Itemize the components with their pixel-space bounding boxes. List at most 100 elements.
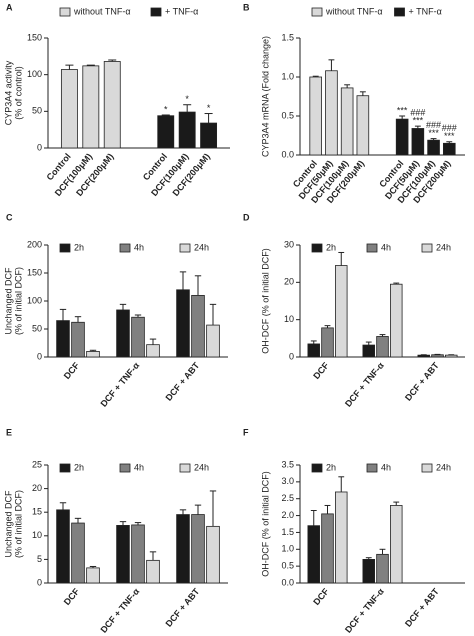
significance-label: *** bbox=[413, 116, 424, 126]
y-tick-label: 200 bbox=[27, 239, 42, 249]
legend-label: 4h bbox=[134, 242, 144, 252]
bar bbox=[321, 513, 334, 584]
y-tick-label: 2.5 bbox=[281, 493, 294, 503]
y-tick-label: 0 bbox=[37, 142, 42, 152]
x-tick-label: DCF + TNF-α bbox=[343, 360, 386, 409]
legend-swatch bbox=[311, 243, 323, 253]
legend-label: 24h bbox=[436, 242, 451, 252]
y-tick-label: 15 bbox=[32, 507, 42, 517]
bar bbox=[390, 283, 403, 358]
legend-label: 2h bbox=[326, 242, 336, 252]
bar bbox=[176, 289, 190, 358]
bar bbox=[321, 327, 334, 358]
bar bbox=[56, 320, 70, 358]
significance-label: ### bbox=[410, 108, 425, 118]
y-axis-label: (% of initial DCF) bbox=[13, 490, 23, 558]
legend-swatch bbox=[311, 463, 323, 473]
bar bbox=[431, 354, 444, 358]
bar bbox=[309, 76, 323, 156]
significance-label: *** bbox=[428, 128, 439, 138]
significance-label: ### bbox=[426, 120, 441, 130]
bar bbox=[395, 118, 409, 156]
legend-label: 4h bbox=[381, 242, 391, 252]
y-tick-label: 10 bbox=[32, 530, 42, 540]
y-tick-label: 10 bbox=[284, 314, 294, 324]
bar bbox=[71, 321, 85, 358]
y-tick-label: 20 bbox=[32, 483, 42, 493]
y-tick-label: 1.0 bbox=[281, 544, 294, 554]
legend-swatch bbox=[366, 243, 378, 253]
bar bbox=[56, 509, 70, 584]
bar bbox=[442, 142, 456, 156]
bar bbox=[60, 69, 78, 149]
y-tick-label: 0.5 bbox=[281, 561, 294, 571]
bar bbox=[206, 525, 220, 584]
y-tick-label: 150 bbox=[27, 32, 42, 42]
legend-label: 2h bbox=[74, 242, 84, 252]
legend-swatch bbox=[394, 7, 405, 17]
legend-label: 24h bbox=[436, 462, 451, 472]
significance-label: ### bbox=[442, 123, 457, 133]
bar bbox=[200, 122, 218, 149]
bar bbox=[146, 344, 160, 358]
bar bbox=[103, 61, 121, 149]
significance-label: * bbox=[207, 103, 211, 113]
x-tick-label: DCF + ABT bbox=[164, 586, 202, 629]
x-tick-label: DCF bbox=[311, 586, 331, 607]
significance-label: * bbox=[185, 94, 189, 104]
x-tick-label: DCF + ABT bbox=[403, 360, 441, 403]
y-axis-label: Unchanged DCF bbox=[3, 267, 13, 335]
bar bbox=[131, 316, 145, 358]
y-tick-label: 1.5 bbox=[281, 32, 294, 42]
bar bbox=[335, 265, 348, 358]
y-tick-label: 0.5 bbox=[281, 110, 294, 120]
y-tick-label: 0.0 bbox=[281, 577, 294, 587]
y-axis-label: CYP3A4 mRNA (Fold change) bbox=[260, 36, 270, 157]
bar bbox=[206, 324, 220, 358]
y-axis-label: OH-DCF (% of initial DCF) bbox=[260, 248, 270, 354]
y-tick-label: 25 bbox=[32, 459, 42, 469]
y-tick-label: 1.0 bbox=[281, 71, 294, 81]
legend-label: without TNF-α bbox=[325, 6, 383, 16]
y-tick-label: 20 bbox=[284, 277, 294, 287]
bar bbox=[116, 309, 130, 358]
legend-swatch bbox=[59, 7, 71, 17]
y-tick-label: 5 bbox=[37, 554, 42, 564]
bar bbox=[191, 514, 205, 584]
x-tick-label: DCF + ABT bbox=[164, 360, 202, 403]
y-tick-label: 100 bbox=[27, 295, 42, 305]
y-tick-label: 3.5 bbox=[281, 459, 294, 469]
y-tick-label: 150 bbox=[27, 267, 42, 277]
legend-swatch bbox=[311, 7, 323, 17]
y-tick-label: 50 bbox=[32, 106, 42, 116]
legend-swatch bbox=[421, 243, 433, 253]
legend-swatch bbox=[179, 243, 191, 253]
bar bbox=[356, 95, 370, 156]
panel-label: C bbox=[6, 212, 13, 222]
x-tick-label: DCF + ABT bbox=[403, 586, 441, 629]
legend-swatch bbox=[421, 463, 433, 473]
y-tick-label: 100 bbox=[27, 69, 42, 79]
x-tick-label: DCF + TNF-α bbox=[343, 586, 386, 635]
legend-label: 24h bbox=[194, 242, 209, 252]
panel-label: F bbox=[243, 427, 249, 437]
panel-label: D bbox=[243, 212, 250, 222]
y-axis-label: (% of initial DCF) bbox=[13, 267, 23, 335]
bar bbox=[191, 294, 205, 358]
bar bbox=[390, 505, 403, 584]
y-tick-label: 50 bbox=[32, 323, 42, 333]
legend-swatch bbox=[59, 463, 71, 473]
legend-label: 2h bbox=[74, 462, 84, 472]
bar bbox=[116, 525, 130, 584]
bar bbox=[411, 128, 425, 156]
y-tick-label: 0 bbox=[37, 351, 42, 361]
y-axis-label: Unchanged DCF bbox=[3, 490, 13, 558]
panel-label: A bbox=[6, 2, 13, 12]
y-tick-label: 1.5 bbox=[281, 527, 294, 537]
bar bbox=[325, 70, 338, 156]
legend-label: 4h bbox=[134, 462, 144, 472]
significance-label: *** bbox=[397, 105, 408, 115]
bar bbox=[146, 559, 160, 584]
